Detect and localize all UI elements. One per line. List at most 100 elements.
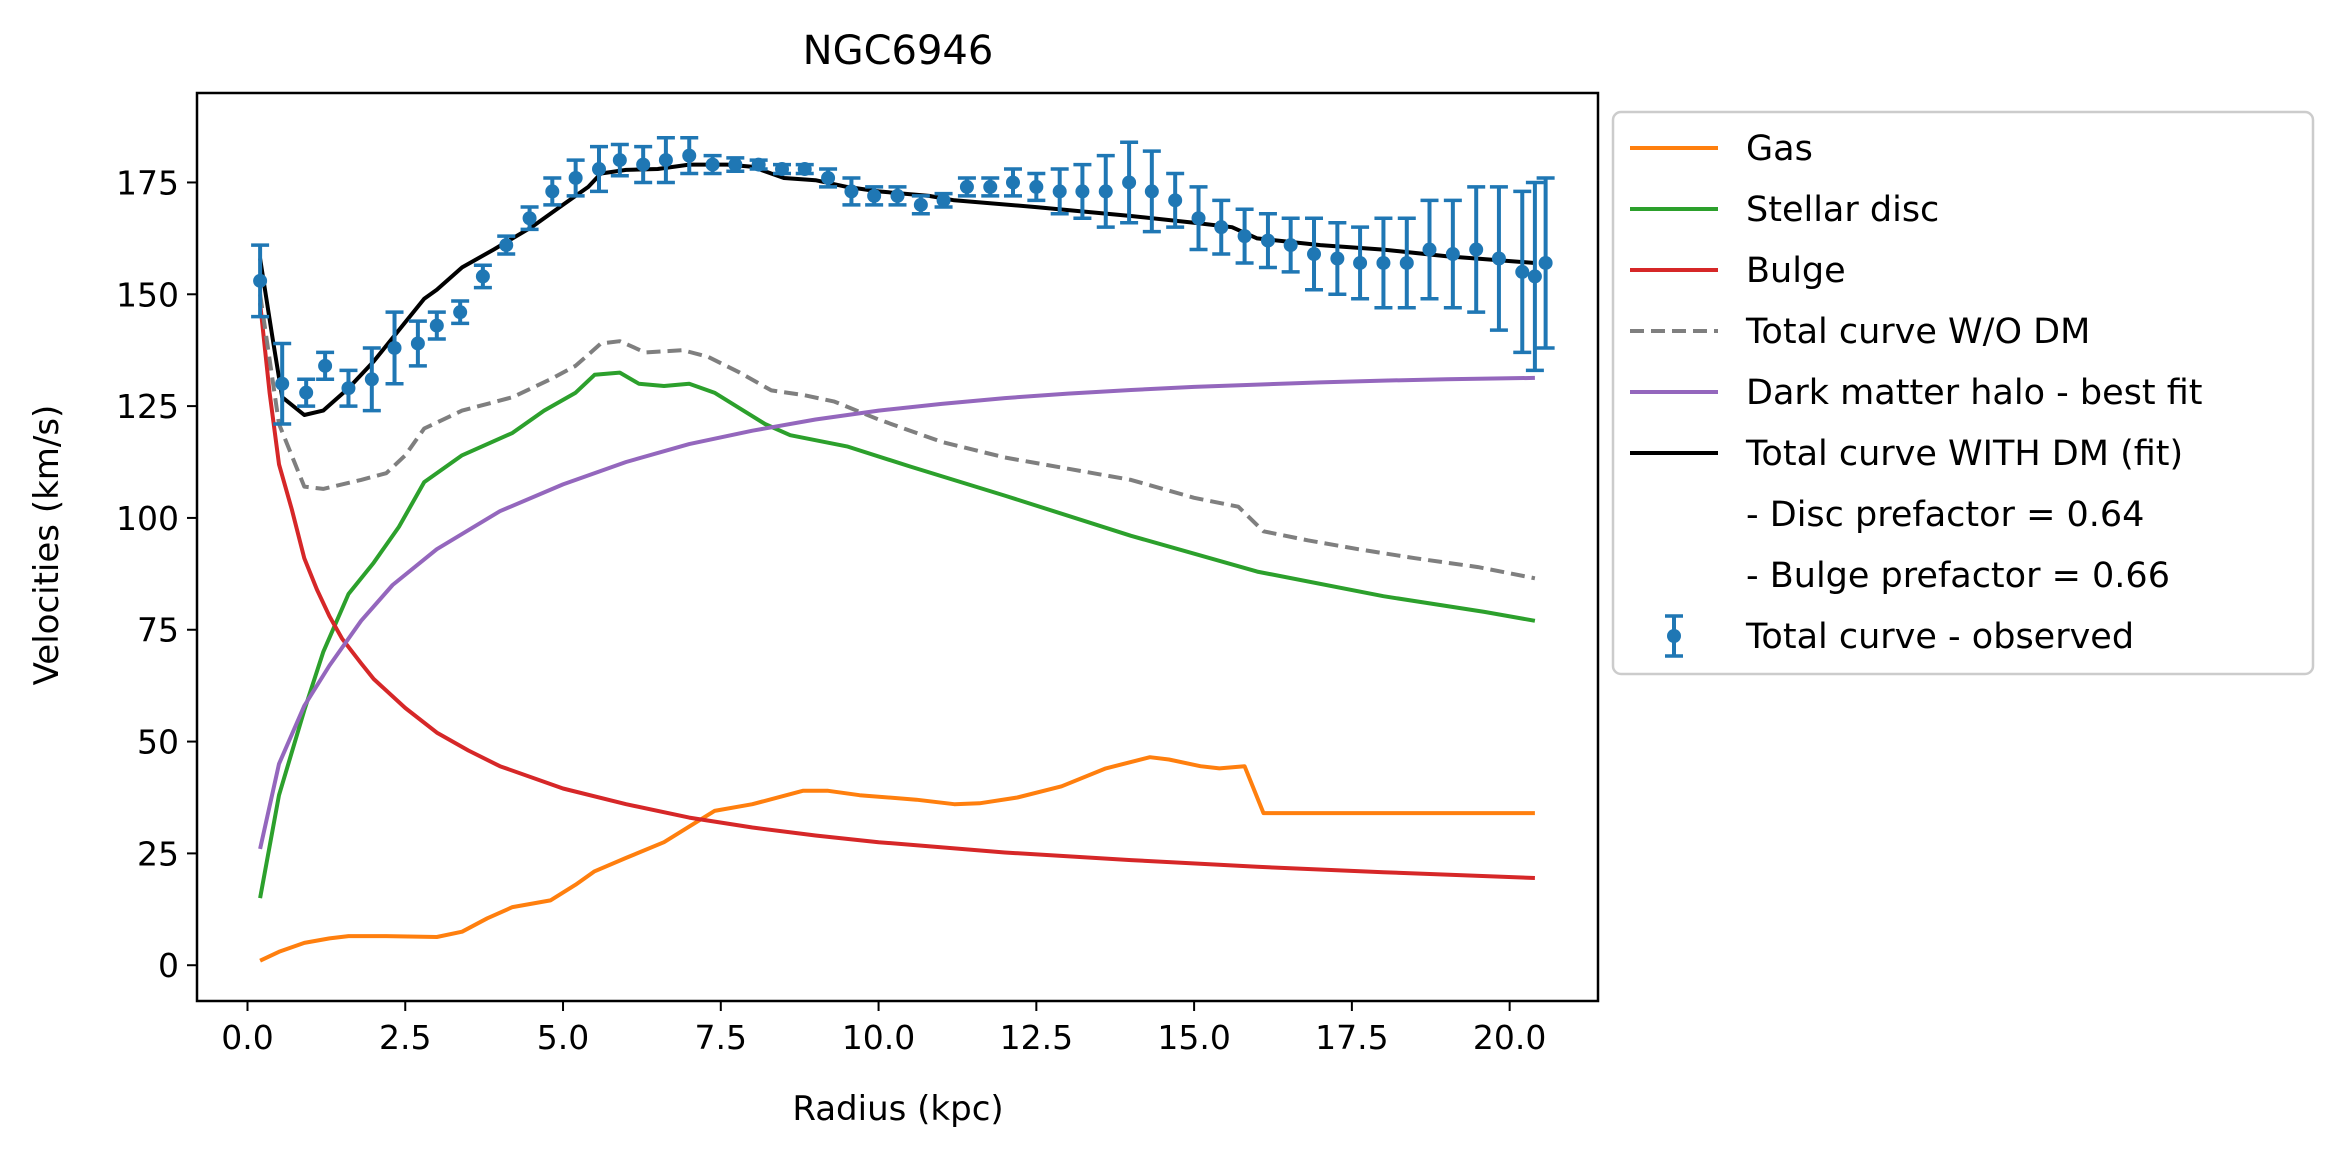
data-point (387, 340, 402, 355)
data-point (1422, 242, 1437, 257)
data-point (1527, 269, 1542, 284)
data-point (1191, 211, 1206, 226)
x-tick-label: 12.5 (1000, 1018, 1073, 1057)
x-tick-label: 10.0 (842, 1018, 915, 1057)
data-point (568, 170, 583, 185)
data-point (636, 157, 651, 172)
axes-frame (195, 91, 1600, 1003)
data-point (844, 184, 859, 199)
data-point (936, 193, 951, 208)
data-point (1515, 264, 1530, 279)
data-point (1353, 255, 1368, 270)
data-point (364, 372, 379, 387)
y-tick-label: 75 (137, 611, 179, 650)
data-point (1469, 242, 1484, 257)
data-point (1029, 179, 1044, 194)
data-point (522, 211, 537, 226)
y-tick-label: 100 (116, 499, 179, 538)
legend-label-bulge-prefactor-0-66: - Bulge prefactor = 0.66 (1746, 556, 2170, 596)
data-point (890, 188, 905, 203)
data-point (591, 162, 606, 177)
y-tick-label: 125 (116, 387, 179, 426)
series-line-bulge (258, 302, 1535, 880)
data-point (1122, 175, 1137, 190)
data-point (751, 157, 766, 172)
x-tick-label: 20.0 (1473, 1018, 1546, 1057)
legend-label-bulge: Bulge (1746, 251, 1846, 291)
data-point (453, 305, 468, 320)
legend-frame (1611, 110, 2315, 676)
x-tick-label: 15.0 (1157, 1018, 1230, 1057)
series-group (251, 135, 1555, 963)
data-point (682, 148, 697, 163)
data-point (1005, 175, 1020, 190)
series-total-curve-observed (251, 135, 1555, 426)
legend-label-disc-prefactor-0-64: - Disc prefactor = 0.64 (1746, 495, 2144, 535)
data-point (341, 381, 356, 396)
data-point (429, 318, 444, 333)
data-point (545, 184, 560, 199)
data-point (1491, 251, 1506, 266)
data-point (1538, 255, 1553, 270)
data-point (658, 153, 673, 168)
x-tick-label: 0.0 (221, 1018, 273, 1057)
data-point (959, 179, 974, 194)
y-tick-label: 150 (116, 275, 179, 314)
data-point (1330, 251, 1345, 266)
data-point (1260, 233, 1275, 248)
data-point (867, 188, 882, 203)
legend-label-total-curve-w-o-dm: Total curve W/O DM (1745, 312, 2090, 352)
data-point (1376, 255, 1391, 270)
series-line-dark-matter-halo-best-fit (258, 375, 1535, 850)
data-point (705, 157, 720, 172)
legend: Gas Stellar disc Bulge Total curve W/O DM Da… (1611, 110, 2315, 676)
legend-swatch-point (1667, 629, 1681, 643)
x-tick-label: 2.5 (379, 1018, 431, 1057)
data-point (1307, 247, 1322, 262)
legend-label-total-curve-observed: Total curve - observed (1745, 617, 2134, 657)
chart-title: NGC6946 (803, 28, 994, 74)
data-point (728, 157, 743, 172)
legend-label-stellar-disc: Stellar disc (1746, 190, 1939, 230)
y-axis-label: Velocities (km/s) (27, 405, 67, 686)
data-point (410, 336, 425, 351)
y-tick-label: 50 (137, 723, 179, 762)
data-point (1445, 247, 1460, 262)
data-point (1214, 220, 1229, 235)
series-line-total-curve-w-o-dm (258, 294, 1536, 581)
series-line-gas (259, 755, 1535, 963)
y-tick-label: 0 (158, 946, 179, 985)
series-line-stellar-disc (258, 370, 1536, 899)
data-point (1052, 184, 1067, 199)
data-point (1399, 255, 1414, 270)
data-point (1098, 184, 1113, 199)
legend-label-total-curve-with-dm-fit: Total curve WITH DM (fit) (1745, 434, 2183, 474)
x-axis-label: Radius (kpc) (792, 1089, 1003, 1129)
data-point (499, 238, 514, 253)
data-point (775, 162, 790, 177)
data-point (318, 358, 333, 373)
data-point (253, 273, 268, 288)
plot-area: 0.0 2.5 5.0 7.5 10.0 12.5 15.0 17.5 20.0 0 25 50 75 1… (116, 91, 1600, 1057)
data-point (299, 385, 314, 400)
x-tick-label: 5.0 (537, 1018, 589, 1057)
data-point (275, 376, 290, 391)
x-tick-label: 7.5 (695, 1018, 747, 1057)
data-point (1168, 193, 1183, 208)
data-point (1237, 229, 1252, 244)
data-point (821, 170, 836, 185)
y-tick-label: 175 (116, 163, 179, 202)
data-point (1144, 184, 1159, 199)
legend-label-gas: Gas (1746, 129, 1813, 169)
x-tick-label: 17.5 (1315, 1018, 1388, 1057)
y-tick-label: 25 (137, 834, 179, 873)
data-point (913, 197, 928, 212)
data-point (475, 269, 490, 284)
data-point (797, 162, 812, 177)
data-point (612, 153, 627, 168)
legend-label-dark-matter-halo-best-fit: Dark matter halo - best fit (1746, 373, 2202, 413)
data-point (1283, 238, 1298, 253)
data-point (983, 179, 998, 194)
